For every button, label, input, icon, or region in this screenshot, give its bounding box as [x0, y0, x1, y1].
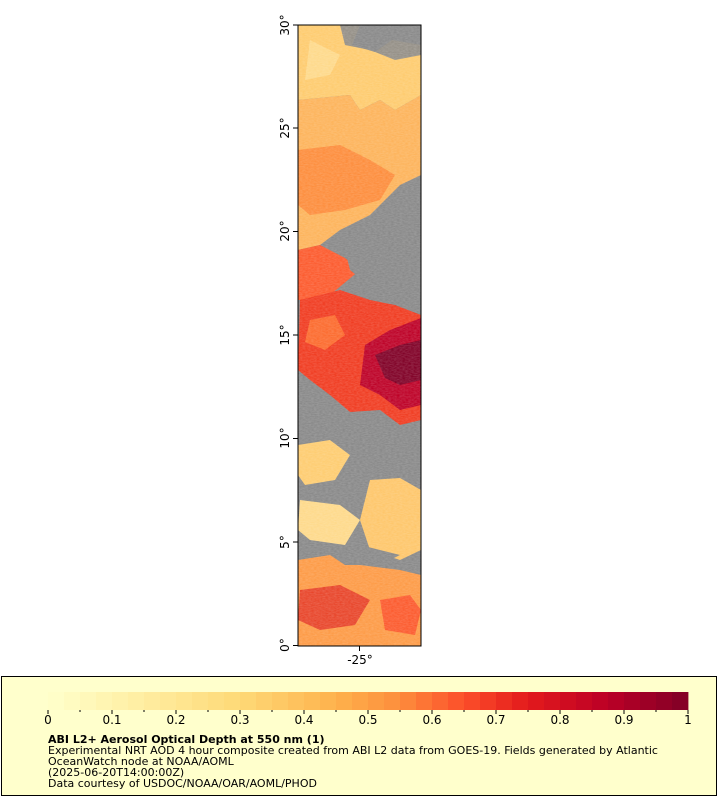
- colorbar-cell: [208, 692, 225, 710]
- colorbar-cell: [256, 692, 273, 710]
- colorbar-cell: [336, 692, 353, 710]
- colorbar-cell: [400, 692, 417, 710]
- latitude-label-10: 10°: [278, 427, 292, 448]
- colorbar-labels: 0 0.1 0.2 0.3 0.4 0.5 0.6 0.7 0.8 0.9 1: [44, 713, 692, 727]
- colorbar-cell: [512, 692, 529, 710]
- colorbar: 0 0.1 0.2 0.3 0.4 0.5 0.6 0.7 0.8 0.9 1: [44, 692, 692, 727]
- colorbar-label-0: 0: [44, 713, 52, 727]
- colorbar-cell: [64, 692, 81, 710]
- colorbar-cells: [48, 692, 689, 710]
- colorbar-cell: [192, 692, 209, 710]
- aerosol-optical-depth-map: [298, 25, 421, 646]
- legend-time: (2025-06-20T14:00:00Z): [48, 766, 185, 779]
- colorbar-cell: [368, 692, 385, 710]
- latitude-label-20: 20°: [278, 220, 292, 241]
- colorbar-cell: [656, 692, 673, 710]
- colorbar-cell: [176, 692, 193, 710]
- legend-panel: 0 0.1 0.2 0.3 0.4 0.5 0.6 0.7 0.8 0.9 1 …: [1, 676, 717, 796]
- colorbar-ticks: [47, 710, 689, 714]
- colorbar-cell: [528, 692, 545, 710]
- latitude-labels: 0° 5° 10° 15° 20° 25° 30°: [278, 14, 292, 651]
- colorbar-cell: [320, 692, 337, 710]
- latitude-label-5: 5°: [278, 535, 292, 549]
- colorbar-cell: [160, 692, 177, 710]
- latitude-tick-marks: [293, 24, 360, 651]
- latitude-label-0: 0°: [278, 638, 292, 652]
- latitude-label-15: 15°: [278, 324, 292, 345]
- legend-credit: Data courtesy of USDOC/NOAA/OAR/AOML/PHO…: [48, 777, 317, 790]
- colorbar-cell: [624, 692, 641, 710]
- colorbar-cell: [352, 692, 369, 710]
- colorbar-label-0.3: 0.3: [230, 713, 249, 727]
- colorbar-cell: [304, 692, 321, 710]
- legend-title: ABI L2+ Aerosol Optical Depth at 550 nm …: [48, 733, 325, 746]
- map-frame: 0° 5° 10° 15° 20° 25° 30° -25°: [278, 14, 422, 667]
- colorbar-cell: [272, 692, 289, 710]
- colorbar-cell: [384, 692, 401, 710]
- colorbar-cell: [480, 692, 497, 710]
- colorbar-cell: [496, 692, 513, 710]
- colorbar-cell: [448, 692, 465, 710]
- colorbar-label-1: 1: [684, 713, 692, 727]
- colorbar-cell: [544, 692, 561, 710]
- colorbar-cell: [48, 692, 65, 710]
- colorbar-label-0.5: 0.5: [358, 713, 377, 727]
- colorbar-cell: [224, 692, 241, 710]
- colorbar-cell: [416, 692, 433, 710]
- colorbar-cell: [464, 692, 481, 710]
- legend-description-line1: Experimental NRT AOD 4 hour composite cr…: [48, 744, 658, 757]
- colorbar-label-0.1: 0.1: [102, 713, 121, 727]
- colorbar-cell: [432, 692, 449, 710]
- longitude-label: -25°: [347, 653, 373, 667]
- colorbar-label-0.9: 0.9: [614, 713, 633, 727]
- colorbar-cell: [112, 692, 129, 710]
- legend-description-line2: OceanWatch node at NOAA/AOML: [48, 755, 234, 768]
- colorbar-label-0.7: 0.7: [486, 713, 505, 727]
- colorbar-cell: [80, 692, 97, 710]
- colorbar-cell: [240, 692, 257, 710]
- latitude-label-25: 25°: [278, 117, 292, 138]
- colorbar-cell: [288, 692, 305, 710]
- colorbar-cell: [96, 692, 113, 710]
- colorbar-cell: [640, 692, 657, 710]
- latitude-label-30: 30°: [278, 14, 292, 35]
- colorbar-cell: [576, 692, 593, 710]
- colorbar-cell: [128, 692, 145, 710]
- colorbar-label-0.8: 0.8: [550, 713, 569, 727]
- colorbar-cell: [144, 692, 161, 710]
- colorbar-cell: [560, 692, 577, 710]
- colorbar-label-0.4: 0.4: [294, 713, 313, 727]
- colorbar-cell: [672, 692, 689, 710]
- colorbar-label-0.2: 0.2: [166, 713, 185, 727]
- colorbar-cell: [592, 692, 609, 710]
- colorbar-cell: [608, 692, 625, 710]
- colorbar-label-0.6: 0.6: [422, 713, 441, 727]
